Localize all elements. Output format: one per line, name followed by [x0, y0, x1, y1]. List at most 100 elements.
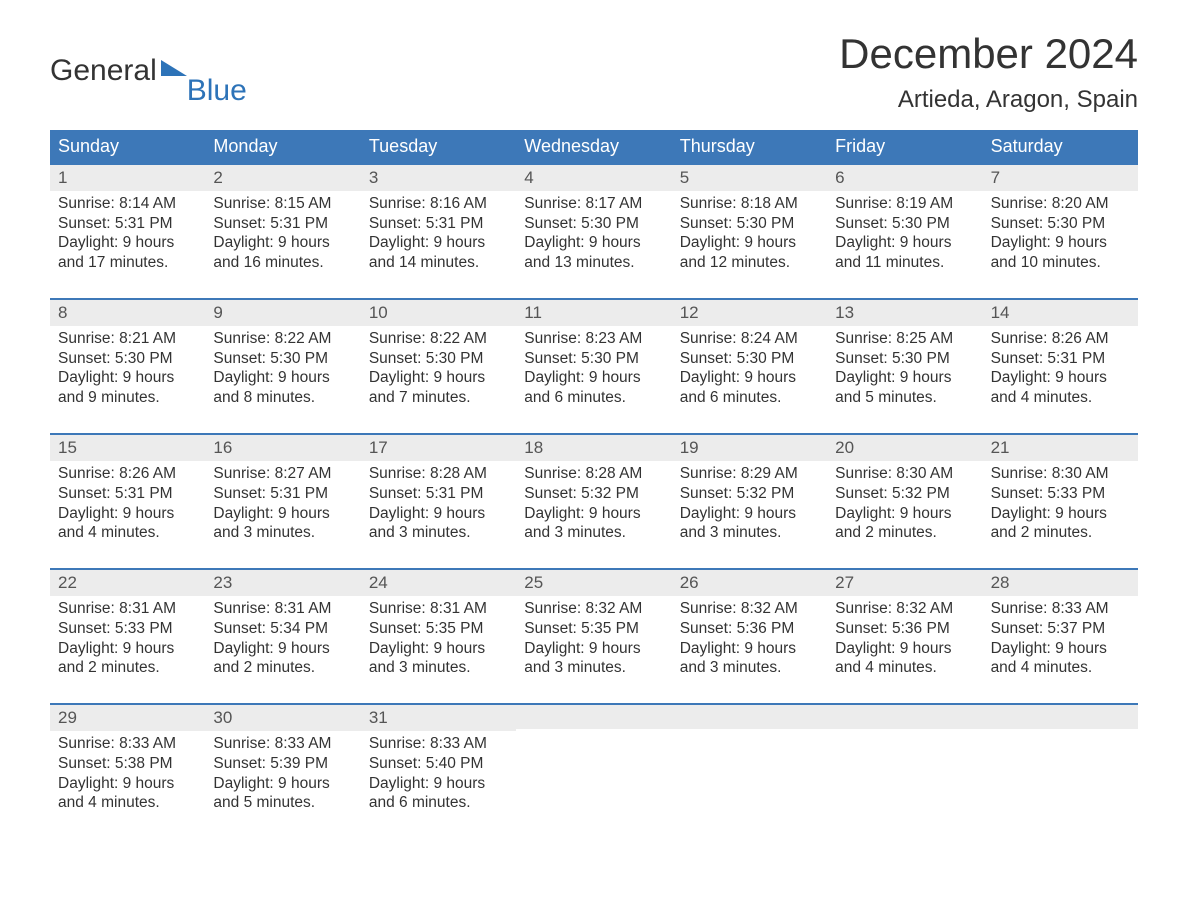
day-cell: [983, 705, 1138, 816]
day-number: 29: [50, 705, 205, 731]
day-dl2: and 6 minutes.: [680, 388, 819, 408]
day-dl2: and 17 minutes.: [58, 253, 197, 273]
day-sunrise: Sunrise: 8:30 AM: [835, 464, 974, 484]
day-dl1: Daylight: 9 hours: [835, 368, 974, 388]
day-number: 28: [983, 570, 1138, 596]
day-body: Sunrise: 8:14 AMSunset: 5:31 PMDaylight:…: [50, 191, 205, 276]
day-number: 12: [672, 300, 827, 326]
day-body: Sunrise: 8:30 AMSunset: 5:32 PMDaylight:…: [827, 461, 982, 546]
day-dl1: Daylight: 9 hours: [213, 639, 352, 659]
day-sunrise: Sunrise: 8:18 AM: [680, 194, 819, 214]
title-block: December 2024 Artieda, Aragon, Spain: [839, 30, 1138, 114]
day-of-week-header: Sunday Monday Tuesday Wednesday Thursday…: [50, 130, 1138, 163]
day-sunrise: Sunrise: 8:26 AM: [58, 464, 197, 484]
day-dl1: Daylight: 9 hours: [680, 639, 819, 659]
day-cell: 11Sunrise: 8:23 AMSunset: 5:30 PMDayligh…: [516, 300, 671, 411]
day-body: Sunrise: 8:30 AMSunset: 5:33 PMDaylight:…: [983, 461, 1138, 546]
day-cell: 22Sunrise: 8:31 AMSunset: 5:33 PMDayligh…: [50, 570, 205, 681]
day-dl1: Daylight: 9 hours: [991, 233, 1130, 253]
day-sunrise: Sunrise: 8:24 AM: [680, 329, 819, 349]
day-cell: 29Sunrise: 8:33 AMSunset: 5:38 PMDayligh…: [50, 705, 205, 816]
day-number: 25: [516, 570, 671, 596]
day-number: 9: [205, 300, 360, 326]
day-sunrise: Sunrise: 8:33 AM: [991, 599, 1130, 619]
day-number: 5: [672, 165, 827, 191]
day-dl1: Daylight: 9 hours: [524, 368, 663, 388]
day-dl2: and 2 minutes.: [58, 658, 197, 678]
day-body: Sunrise: 8:20 AMSunset: 5:30 PMDaylight:…: [983, 191, 1138, 276]
day-dl1: Daylight: 9 hours: [369, 368, 508, 388]
day-body: Sunrise: 8:28 AMSunset: 5:31 PMDaylight:…: [361, 461, 516, 546]
day-sunset: Sunset: 5:32 PM: [835, 484, 974, 504]
day-sunrise: Sunrise: 8:22 AM: [213, 329, 352, 349]
day-body: Sunrise: 8:15 AMSunset: 5:31 PMDaylight:…: [205, 191, 360, 276]
day-number-empty: [827, 705, 982, 729]
day-sunrise: Sunrise: 8:33 AM: [213, 734, 352, 754]
day-sunset: Sunset: 5:30 PM: [369, 349, 508, 369]
day-body: Sunrise: 8:31 AMSunset: 5:34 PMDaylight:…: [205, 596, 360, 681]
day-body: Sunrise: 8:17 AMSunset: 5:30 PMDaylight:…: [516, 191, 671, 276]
day-sunset: Sunset: 5:30 PM: [680, 214, 819, 234]
day-dl1: Daylight: 9 hours: [991, 639, 1130, 659]
dow-wednesday: Wednesday: [516, 130, 671, 163]
day-body: Sunrise: 8:23 AMSunset: 5:30 PMDaylight:…: [516, 326, 671, 411]
day-sunrise: Sunrise: 8:21 AM: [58, 329, 197, 349]
day-sunset: Sunset: 5:30 PM: [524, 349, 663, 369]
day-dl1: Daylight: 9 hours: [58, 774, 197, 794]
day-number: 22: [50, 570, 205, 596]
day-body: Sunrise: 8:26 AMSunset: 5:31 PMDaylight:…: [983, 326, 1138, 411]
day-sunset: Sunset: 5:34 PM: [213, 619, 352, 639]
day-cell: 30Sunrise: 8:33 AMSunset: 5:39 PMDayligh…: [205, 705, 360, 816]
day-cell: 24Sunrise: 8:31 AMSunset: 5:35 PMDayligh…: [361, 570, 516, 681]
day-body: Sunrise: 8:27 AMSunset: 5:31 PMDaylight:…: [205, 461, 360, 546]
day-dl2: and 2 minutes.: [213, 658, 352, 678]
day-dl2: and 4 minutes.: [58, 523, 197, 543]
month-title: December 2024: [839, 30, 1138, 78]
day-dl1: Daylight: 9 hours: [213, 233, 352, 253]
day-number: 17: [361, 435, 516, 461]
day-body: Sunrise: 8:18 AMSunset: 5:30 PMDaylight:…: [672, 191, 827, 276]
day-dl1: Daylight: 9 hours: [680, 504, 819, 524]
day-sunset: Sunset: 5:30 PM: [680, 349, 819, 369]
day-cell: 8Sunrise: 8:21 AMSunset: 5:30 PMDaylight…: [50, 300, 205, 411]
day-number: 3: [361, 165, 516, 191]
day-sunset: Sunset: 5:30 PM: [991, 214, 1130, 234]
day-cell: 12 Sunrise: 8:24 AMSunset: 5:30 PMDayligh…: [672, 300, 827, 411]
day-cell: 4Sunrise: 8:17 AMSunset: 5:30 PMDaylight…: [516, 165, 671, 276]
day-sunset: Sunset: 5:35 PM: [524, 619, 663, 639]
day-number: 4: [516, 165, 671, 191]
dow-saturday: Saturday: [983, 130, 1138, 163]
dow-sunday: Sunday: [50, 130, 205, 163]
week-row: 29Sunrise: 8:33 AMSunset: 5:38 PMDayligh…: [50, 703, 1138, 816]
day-body: Sunrise: 8:32 AMSunset: 5:36 PMDaylight:…: [672, 596, 827, 681]
day-dl1: Daylight: 9 hours: [680, 368, 819, 388]
dow-tuesday: Tuesday: [361, 130, 516, 163]
day-cell: 16Sunrise: 8:27 AMSunset: 5:31 PMDayligh…: [205, 435, 360, 546]
day-sunset: Sunset: 5:31 PM: [213, 484, 352, 504]
day-sunrise: Sunrise: 8:33 AM: [58, 734, 197, 754]
day-cell: [672, 705, 827, 816]
logo: General Blue: [50, 30, 249, 88]
day-number-empty: [516, 705, 671, 729]
day-sunrise: Sunrise: 8:28 AM: [369, 464, 508, 484]
week-row: 1Sunrise: 8:14 AMSunset: 5:31 PMDaylight…: [50, 163, 1138, 276]
day-body: Sunrise: 8:33 AMSunset: 5:40 PMDaylight:…: [361, 731, 516, 816]
day-body: Sunrise: 8:26 AMSunset: 5:31 PMDaylight:…: [50, 461, 205, 546]
day-dl2: and 8 minutes.: [213, 388, 352, 408]
day-body: Sunrise: 8:22 AMSunset: 5:30 PMDaylight:…: [205, 326, 360, 411]
day-sunset: Sunset: 5:36 PM: [835, 619, 974, 639]
day-dl2: and 3 minutes.: [524, 523, 663, 543]
day-dl2: and 7 minutes.: [369, 388, 508, 408]
day-cell: 13Sunrise: 8:25 AMSunset: 5:30 PMDayligh…: [827, 300, 982, 411]
day-number: 21: [983, 435, 1138, 461]
day-number: 6: [827, 165, 982, 191]
day-sunset: Sunset: 5:35 PM: [369, 619, 508, 639]
day-dl2: and 3 minutes.: [369, 658, 508, 678]
day-cell: [516, 705, 671, 816]
day-dl1: Daylight: 9 hours: [991, 504, 1130, 524]
dow-thursday: Thursday: [672, 130, 827, 163]
day-body: Sunrise: 8:31 AMSunset: 5:35 PMDaylight:…: [361, 596, 516, 681]
day-dl2: and 9 minutes.: [58, 388, 197, 408]
day-cell: 28Sunrise: 8:33 AMSunset: 5:37 PMDayligh…: [983, 570, 1138, 681]
day-body: Sunrise: 8:31 AMSunset: 5:33 PMDaylight:…: [50, 596, 205, 681]
